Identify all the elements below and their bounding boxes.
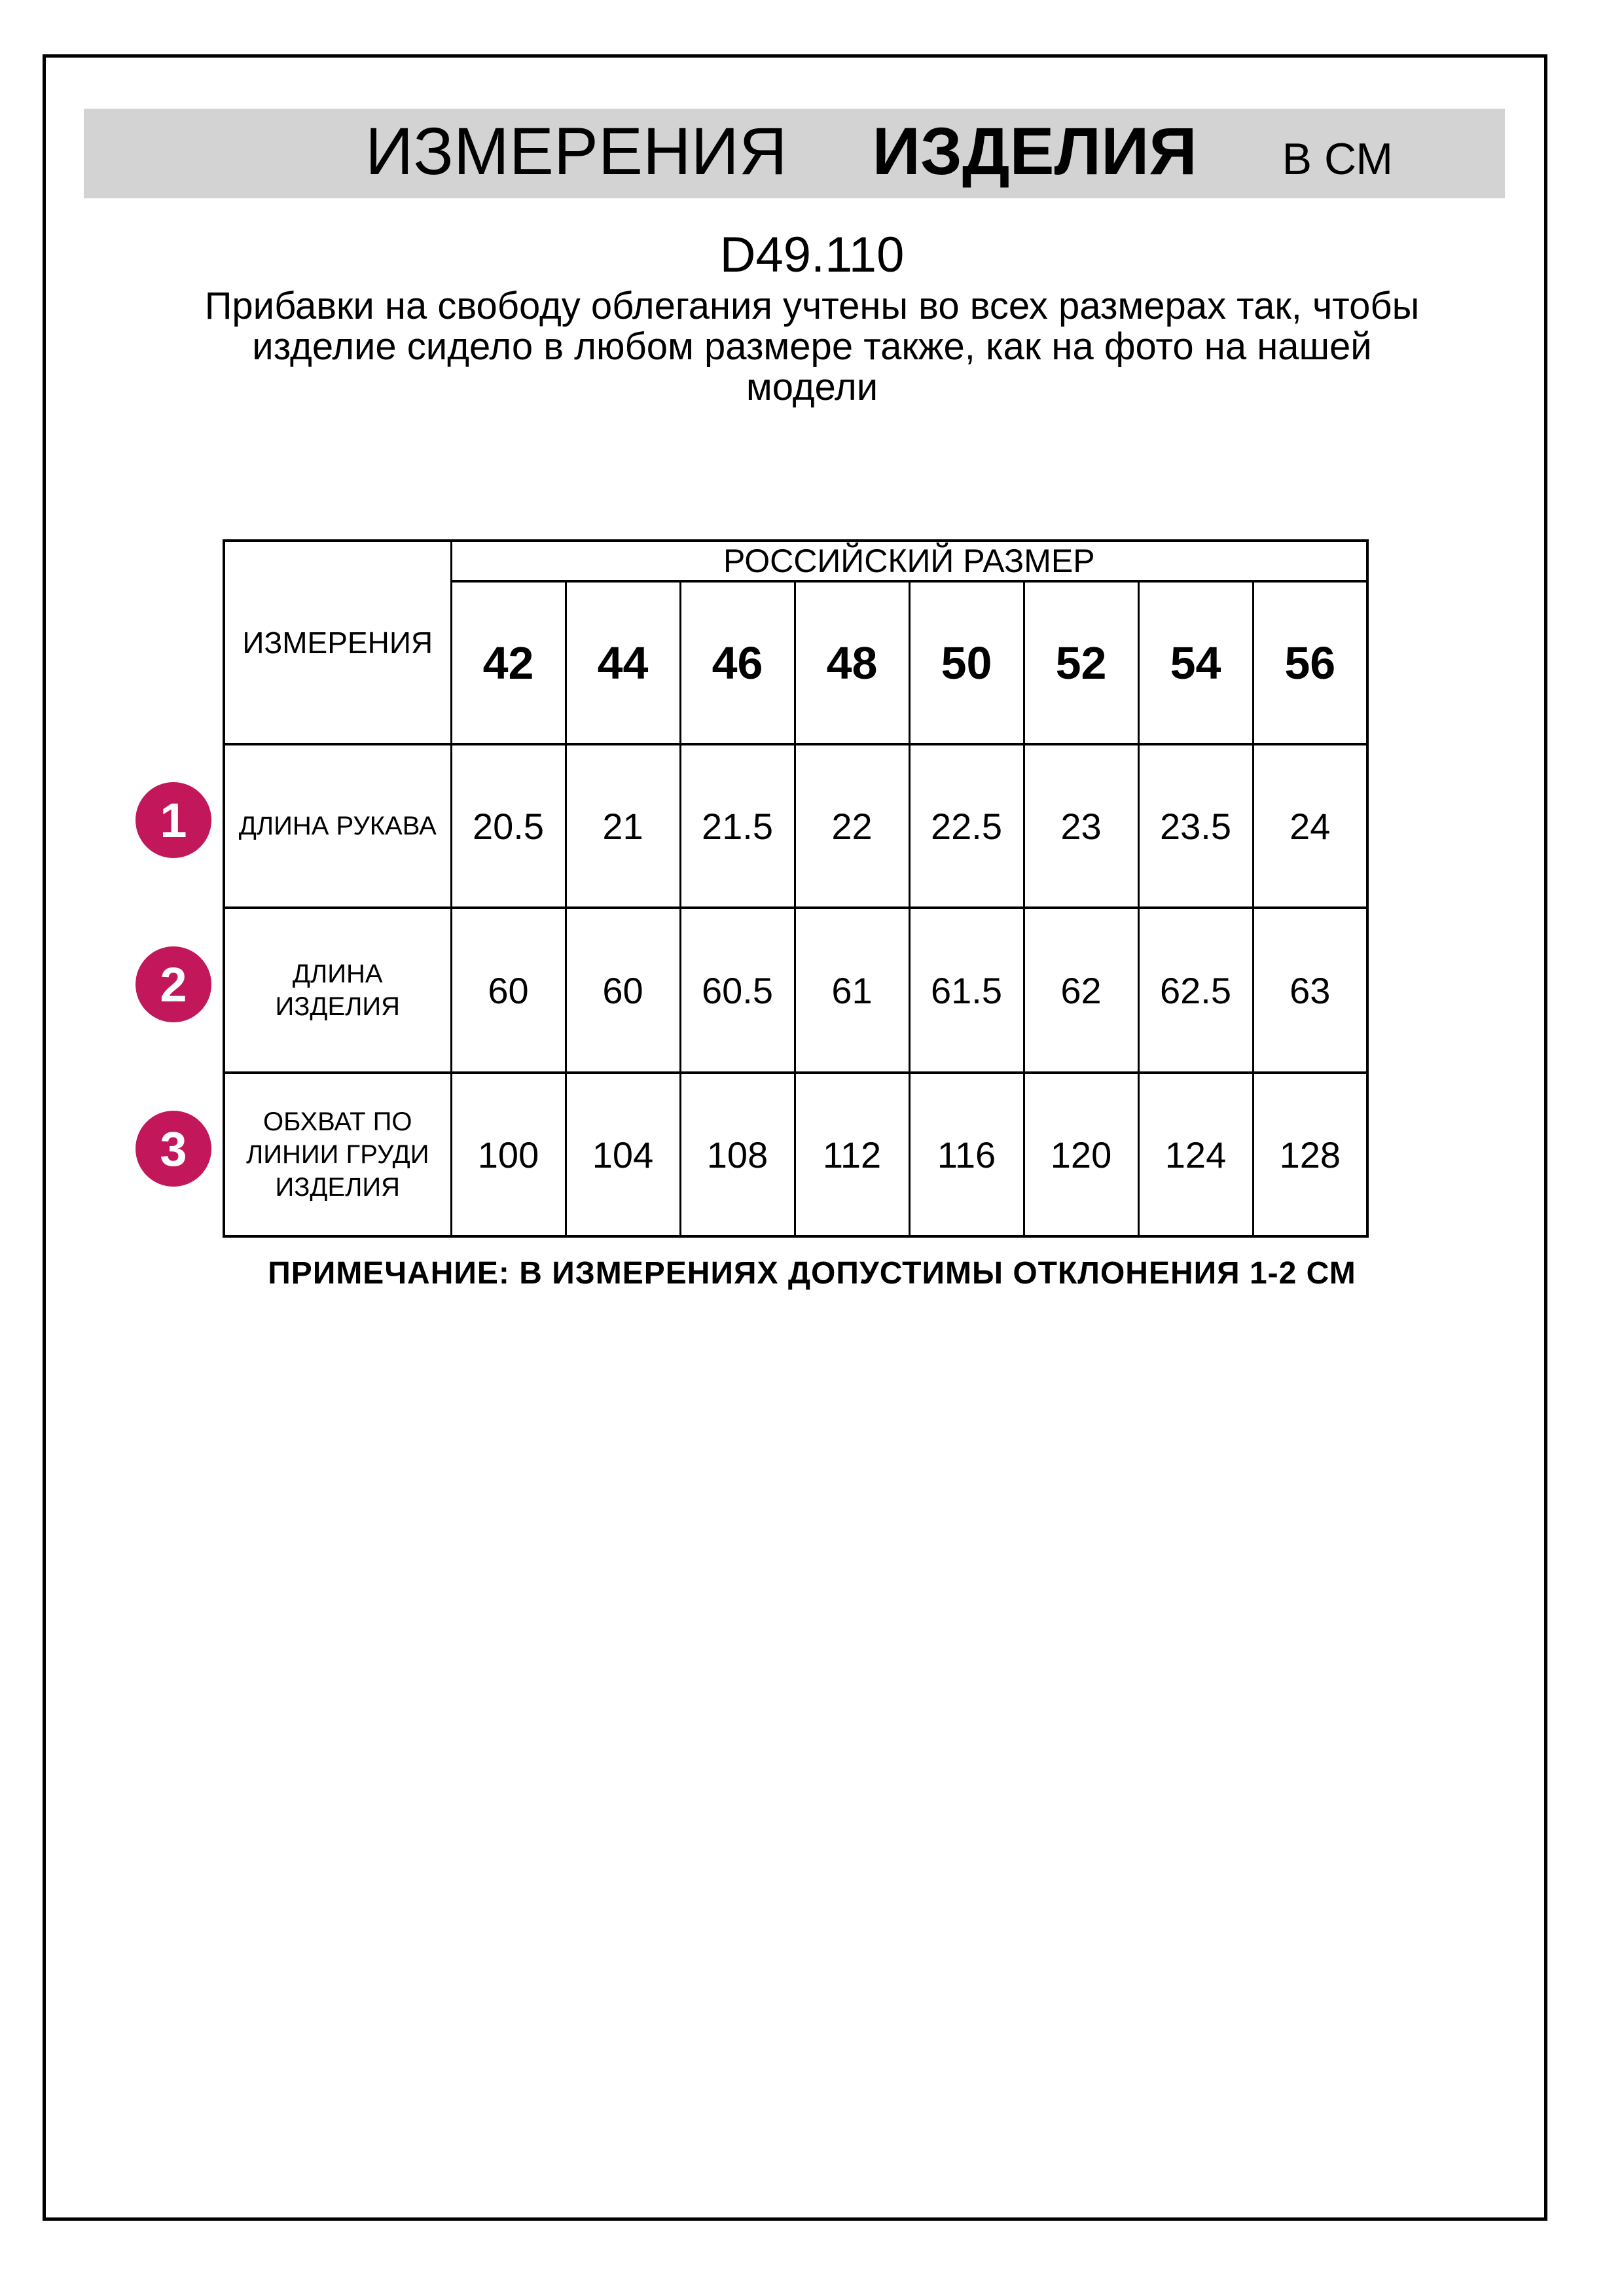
- value-cell: 22: [793, 743, 911, 909]
- description-line: модели: [746, 366, 878, 408]
- value-cell: 124: [1137, 1071, 1254, 1238]
- value-cell: 108: [679, 1071, 796, 1238]
- value-cell: 23: [1022, 743, 1140, 909]
- table-row-item-length: ДЛИНА ИЗДЕЛИЯ 60 60 60.5 61 61.5 62 62.5…: [223, 906, 1369, 1074]
- page-title: ИЗМЕРЕНИЯ: [365, 114, 787, 188]
- size-table: ИЗМЕРЕНИЯ РОССИЙСКИЙ РАЗМЕР 42 44 46 48 …: [223, 539, 1369, 1238]
- value-cell: 120: [1022, 1071, 1140, 1238]
- size-header-cell: 46: [679, 580, 796, 745]
- value-cell: 60: [450, 906, 567, 1074]
- measurements-header-cell: ИЗМЕРЕНИЯ: [223, 539, 452, 745]
- row-number-badge-1: 1: [135, 782, 211, 858]
- value-cell: 112: [793, 1071, 911, 1238]
- value-cell: 116: [908, 1071, 1025, 1238]
- row-label-cell: ОБХВАТ ПО ЛИНИИ ГРУДИ ИЗДЕЛИЯ: [223, 1071, 452, 1238]
- value-cell: 20.5: [450, 743, 567, 909]
- title-bar: ИЗМЕРЕНИЯ ИЗДЕЛИЯ В СМ: [84, 109, 1505, 198]
- note-text: ПРИМЕЧАНИЕ: В ИЗМЕРЕНИЯХ ДОПУСТИМЫ ОТКЛО…: [268, 1256, 1356, 1291]
- description-paragraph: Прибавки на свободу облегания учтены во …: [0, 286, 1624, 408]
- size-header-cell: 56: [1252, 580, 1369, 745]
- table-row-chest-girth: ОБХВАТ ПО ЛИНИИ ГРУДИ ИЗДЕЛИЯ 100 104 10…: [223, 1071, 1369, 1238]
- size-header-cell: 44: [564, 580, 681, 745]
- page-title-unit: В СМ: [1282, 134, 1393, 184]
- page-border: [43, 54, 1547, 2221]
- size-header-row: 42 44 46 48 50 52 54 56: [224, 580, 1369, 745]
- value-cell: 23.5: [1137, 743, 1254, 909]
- row-number-badge-3: 3: [135, 1111, 211, 1187]
- size-header-cell: 48: [793, 580, 911, 745]
- size-header-cell: 50: [908, 580, 1025, 745]
- value-cell: 62: [1022, 906, 1140, 1074]
- size-header-cell: 52: [1022, 580, 1140, 745]
- value-cell: 62.5: [1137, 906, 1254, 1074]
- value-cell: 128: [1252, 1071, 1369, 1238]
- row-label-cell: ДЛИНА РУКАВА: [223, 743, 452, 909]
- description-line: Прибавки на свободу облегания учтены во …: [204, 285, 1420, 327]
- value-cell: 21.5: [679, 743, 796, 909]
- value-cell: 104: [564, 1071, 681, 1238]
- value-cell: 60: [564, 906, 681, 1074]
- row-label-cell: ДЛИНА ИЗДЕЛИЯ: [223, 906, 452, 1074]
- product-code: D49.110: [719, 227, 905, 283]
- value-cell: 63: [1252, 906, 1369, 1074]
- value-cell: 21: [564, 743, 681, 909]
- table-header-row: ИЗМЕРЕНИЯ РОССИЙСКИЙ РАЗМЕР: [223, 539, 1369, 745]
- size-header-cell: 42: [450, 580, 567, 745]
- value-cell: 61: [793, 906, 911, 1074]
- page-title-emphasis: ИЗДЕЛИЯ: [872, 114, 1197, 188]
- value-cell: 61.5: [908, 906, 1025, 1074]
- size-group-header-cell: РОССИЙСКИЙ РАЗМЕР: [450, 539, 1369, 583]
- row-number-badge-2: 2: [135, 946, 211, 1022]
- size-header-cell: 54: [1137, 580, 1254, 745]
- value-cell: 60.5: [679, 906, 796, 1074]
- value-cell: 22.5: [908, 743, 1025, 909]
- description-line: изделие сидело в любом размере также, ка…: [252, 325, 1372, 368]
- table-row-sleeve-length: ДЛИНА РУКАВА 20.5 21 21.5 22 22.5 23 23.…: [223, 743, 1369, 909]
- value-cell: 24: [1252, 743, 1369, 909]
- value-cell: 100: [450, 1071, 567, 1238]
